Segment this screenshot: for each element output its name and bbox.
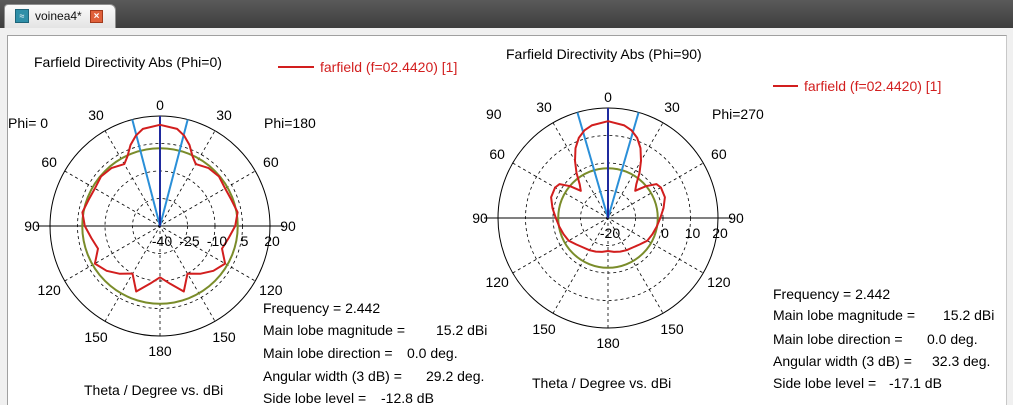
chart1-legend: farfield (f=02.4420) [1] <box>320 59 457 75</box>
chart1-angle-label-left: 60 <box>41 154 57 170</box>
chart2-magnitude-value: 15.2 dBi <box>943 307 994 323</box>
tab-title: voinea4* <box>35 9 82 23</box>
chart2-angle-label-right: 150 <box>660 321 684 337</box>
chart2-sidelobe-value: -17.1 dB <box>889 375 942 391</box>
chart1-axis-label: Theta / Degree vs. dBi <box>84 382 223 398</box>
chart1-radial-tick: 20 <box>264 233 280 249</box>
chart2-radial-tick: 0 <box>661 225 669 241</box>
chart2-right-label: Phi=270 <box>712 106 764 122</box>
chart2-angle-label-right: 60 <box>711 146 727 162</box>
chart1-angle-label-left: 30 <box>88 107 104 123</box>
chart2-beamwidth-line <box>576 112 609 219</box>
chart1-beamwidth-line <box>131 119 161 227</box>
chart2-width-label: Angular width (3 dB) = <box>773 353 912 369</box>
chart2-direction-label: Main lobe direction = <box>773 331 903 347</box>
chart2-frequency: Frequency = 2.442 <box>773 286 890 302</box>
chart1-sidelobe-value: -12.8 dB <box>381 390 434 405</box>
chart2-pattern-trace <box>550 120 666 253</box>
chart2-beamwidth-line <box>607 112 640 219</box>
chart2-sidelobe-label: Side lobe level = <box>773 375 876 391</box>
chart1-beamwidth-line <box>159 119 189 227</box>
chart2-angle-label-left: 30 <box>536 99 552 115</box>
chart2-direction-value: 0.0 deg. <box>927 331 978 347</box>
chart2-width-value: 32.3 deg. <box>932 353 990 369</box>
chart2-angle-label-right: 90 <box>728 210 744 226</box>
chart1-magnitude-label: Main lobe magnitude = <box>263 322 405 338</box>
chart1-width-value: 29.2 deg. <box>426 368 484 384</box>
chart1-angle-label-right: 60 <box>263 154 279 170</box>
chart2-magnitude-label: Main lobe magnitude = <box>773 307 915 323</box>
chart2-radial-tick: -20 <box>600 225 620 241</box>
chart1-title: Farfield Directivity Abs (Phi=0) <box>34 54 222 70</box>
chart1-angle-label-top: 0 <box>156 97 164 113</box>
chart1-pattern-trace <box>81 123 239 293</box>
chart2-angle-label-left: 150 <box>532 321 556 337</box>
chart1-radial-tick: 5 <box>241 233 249 249</box>
chart1-radial-tick: -25 <box>179 233 199 249</box>
chart1-direction-label: Main lobe direction = <box>263 345 393 361</box>
chart1-direction-value: 0.0 deg. <box>407 345 458 361</box>
chart1-right-label: Phi=180 <box>264 115 316 131</box>
chart1-angle-label-right: 30 <box>216 107 232 123</box>
chart2-angle-label-right: 30 <box>664 99 680 115</box>
chart2-angle-label-bottom: 180 <box>596 335 620 351</box>
chart2-angle-label-top: 0 <box>604 89 612 105</box>
chart1-angle-label-right: 90 <box>280 218 296 234</box>
chart1-info: Frequency = 2.442 Main lobe magnitude = … <box>263 300 487 405</box>
chart1-frequency: Frequency = 2.442 <box>263 300 380 316</box>
chart2-radial-tick: 10 <box>685 225 701 241</box>
plot-frame <box>7 35 1007 405</box>
chart1-angle-label-left: 150 <box>84 329 108 345</box>
waves-icon: ≈ <box>15 9 29 23</box>
chart1-sidelobe-label: Side lobe level = <box>263 390 366 405</box>
chart2-info: Frequency = 2.442 Main lobe magnitude = … <box>773 286 994 391</box>
chart1-magnitude-value: 15.2 dBi <box>436 322 487 338</box>
chart2-title: Farfield Directivity Abs (Phi=90) <box>506 46 702 62</box>
chart1-angle-label-bottom: 180 <box>148 343 172 359</box>
chart1-left-label: Phi= 0 <box>8 115 48 131</box>
chart1-polar: 30 30 60 60 90 90 120 120 150 150 0 180 -40 -25 -10 5 20 <box>24 97 296 359</box>
chart2-angle-label-left: 60 <box>489 146 505 162</box>
chart2-polar: 30 30 60 60 90 90 120 120 150 150 0 180 -20 0 10 20 <box>472 89 744 351</box>
chart2-angle-label-left: 120 <box>485 274 509 290</box>
tab-bar: ≈ voinea4* × <box>0 0 1013 28</box>
chart1-radial-tick: -40 <box>152 233 172 249</box>
chart2-left-label: 90 <box>486 106 502 122</box>
chart2-angle-label-right: 120 <box>707 274 731 290</box>
chart1-angle-label-right: 120 <box>259 282 283 298</box>
chart2-angle-label-left: 90 <box>472 210 488 226</box>
chart1-angle-label-left: 90 <box>24 218 40 234</box>
chart2-axis-label: Theta / Degree vs. dBi <box>532 375 671 391</box>
chart2-radial-tick: 20 <box>712 225 728 241</box>
chart1-angle-label-left: 120 <box>37 282 61 298</box>
close-icon[interactable]: × <box>90 10 103 23</box>
chart1-width-label: Angular width (3 dB) = <box>263 368 402 384</box>
tab-voinea4[interactable]: ≈ voinea4* × <box>4 4 116 28</box>
chart2-legend: farfield (f=02.4420) [1] <box>804 78 941 94</box>
chart1-radial-tick: -10 <box>207 233 227 249</box>
chart1-angle-label-right: 150 <box>212 329 236 345</box>
